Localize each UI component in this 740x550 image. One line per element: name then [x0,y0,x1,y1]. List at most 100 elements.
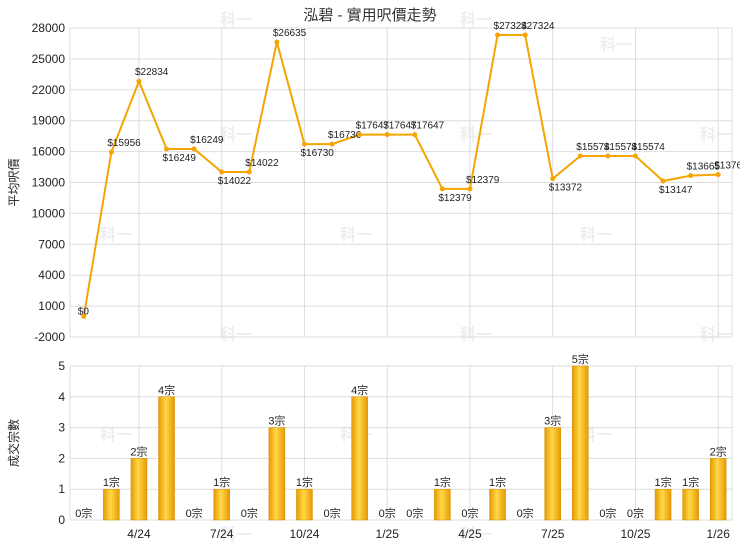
volume-data-label: 1宗 [213,475,230,489]
price-data-label: $13665 [687,162,721,173]
price-data-label: $15574 [576,142,610,153]
watermark: 科一 [580,225,612,244]
bar-y-tick-label: 2 [58,451,65,465]
volume-data-label: 0宗 [379,506,396,520]
price-point[interactable] [412,132,418,138]
volume-data-label: 4宗 [158,383,175,397]
volume-bar[interactable] [296,488,313,521]
volume-data-label: 1宗 [654,475,671,489]
volume-data-label: 2宗 [130,444,147,458]
price-data-label: $16730 [328,130,362,141]
x-tick-label: 1/26 [707,527,731,541]
volume-data-label: 0宗 [323,506,340,520]
volume-data-label: 1宗 [434,475,451,489]
price-point[interactable] [384,132,390,138]
volume-data-label: 3宗 [544,414,561,428]
price-data-label: $16730 [300,148,334,159]
volume-bar[interactable] [572,365,589,521]
volume-data-label: 4宗 [351,383,368,397]
price-data-label: $12379 [438,193,472,204]
line-y-tick-label: 7000 [38,237,65,251]
x-tick-label: 10/25 [620,527,650,541]
chart-title: 泓碧 - 實用呎價走勢 [303,6,436,24]
volume-data-label: 0宗 [406,506,423,520]
x-tick-label: 7/25 [541,527,565,541]
price-series-line [82,33,719,317]
bar-y-tick-label: 5 [58,359,65,373]
price-data-label: $27324 [521,21,555,32]
price-point[interactable] [108,149,114,155]
price-data-label: $13761 [714,161,740,172]
price-point[interactable] [439,186,445,192]
price-data-label: $22834 [135,67,169,78]
line-y-tick-label: 22000 [32,83,66,97]
price-point[interactable] [577,153,583,159]
price-point[interactable] [522,32,528,38]
price-data-label: $15956 [107,138,141,149]
x-tick-label: 4/25 [458,527,482,541]
price-point[interactable] [219,169,225,175]
volume-data-label: 0宗 [627,506,644,520]
volume-bar[interactable] [654,488,672,521]
volume-data-label: 1宗 [296,475,313,489]
x-tick-label: 1/25 [376,527,400,541]
price-point[interactable] [715,172,721,178]
price-point[interactable] [495,32,501,38]
price-point[interactable] [550,176,556,182]
volume-bar[interactable] [709,458,727,521]
volume-data-label: 0宗 [186,506,203,520]
price-data-label: $27324 [494,21,528,32]
x-tick-label: 10/24 [289,527,319,541]
volume-data-label: 3宗 [268,414,285,428]
price-point[interactable] [660,178,666,184]
volume-data-label: 0宗 [75,506,92,520]
price-data-label: $16249 [163,153,197,164]
price-data-label: $17647 [356,121,390,132]
price-point[interactable] [467,186,473,192]
volume-bar[interactable] [351,396,368,521]
watermark: 科一 [700,125,732,144]
price-data-label: $12379 [466,175,500,186]
line-y-tick-label: 13000 [32,176,66,190]
price-point[interactable] [274,39,280,45]
line-y-tick-label: 28000 [32,21,66,35]
volume-bar[interactable] [158,396,175,521]
price-data-label: $17647 [411,121,445,132]
line-y-tick-label: -2000 [34,330,65,344]
price-point[interactable] [329,141,335,147]
price-data-label: $0 [78,306,90,317]
price-point[interactable] [191,146,197,152]
watermark: 科一 [340,225,372,244]
volume-data-label: 0宗 [241,506,258,520]
volume-data-label: 1宗 [682,475,699,489]
watermark: 科一 [100,425,132,444]
volume-data-label: 0宗 [461,506,478,520]
volume-data-label: 0宗 [599,506,616,520]
price-point[interactable] [164,146,170,152]
watermark: 科一 [220,525,252,544]
volume-bar[interactable] [103,488,120,521]
bar-y-tick-label: 1 [58,482,65,496]
price-point[interactable] [605,153,611,159]
price-point[interactable] [632,153,638,159]
price-point[interactable] [81,313,87,319]
price-data-label: $15574 [631,142,665,153]
volume-bar[interactable] [544,427,561,521]
volume-bar[interactable] [213,488,230,521]
x-tick-label: 4/24 [127,527,151,541]
watermark: 科一 [600,35,632,54]
price-point[interactable] [136,78,142,84]
volume-bar[interactable] [268,427,286,521]
price-point[interactable] [357,132,363,138]
volume-bar[interactable] [130,458,148,521]
price-data-label: $14022 [245,158,279,169]
volume-data-label: 1宗 [489,475,506,489]
price-point[interactable] [301,141,307,147]
x-tick-label: 7/24 [210,527,234,541]
volume-bar[interactable] [489,488,506,521]
volume-bar[interactable] [682,488,699,521]
price-point[interactable] [246,169,252,175]
volume-bar[interactable] [434,488,451,521]
price-data-label: $16249 [190,135,224,146]
price-point[interactable] [688,173,694,179]
